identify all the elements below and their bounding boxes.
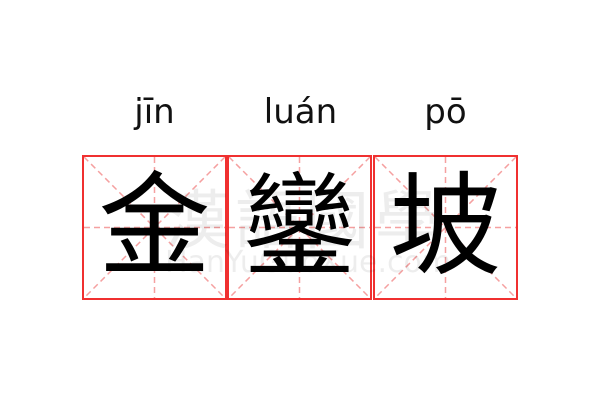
character-cell-3: 坡 — [373, 155, 518, 300]
watermark-text: 漢語國學 — [165, 185, 445, 259]
character-cell-2: 鑾 — [227, 155, 372, 300]
character-3: 坡 — [389, 162, 502, 292]
guide-lines — [229, 157, 370, 298]
guide-lines — [375, 157, 516, 298]
character-cell-1: 金 — [82, 155, 227, 300]
watermark-url: HanYuGuoXue.com — [165, 245, 452, 280]
pinyin-2: luán — [263, 92, 338, 132]
pinyin-1: jīn — [134, 92, 175, 132]
pinyin-3: pō — [424, 92, 467, 132]
character-1: 金 — [98, 162, 211, 292]
character-grid: 金 鑾 坡 — [82, 155, 518, 300]
guide-lines — [84, 157, 225, 298]
character-2: 鑾 — [243, 162, 356, 292]
